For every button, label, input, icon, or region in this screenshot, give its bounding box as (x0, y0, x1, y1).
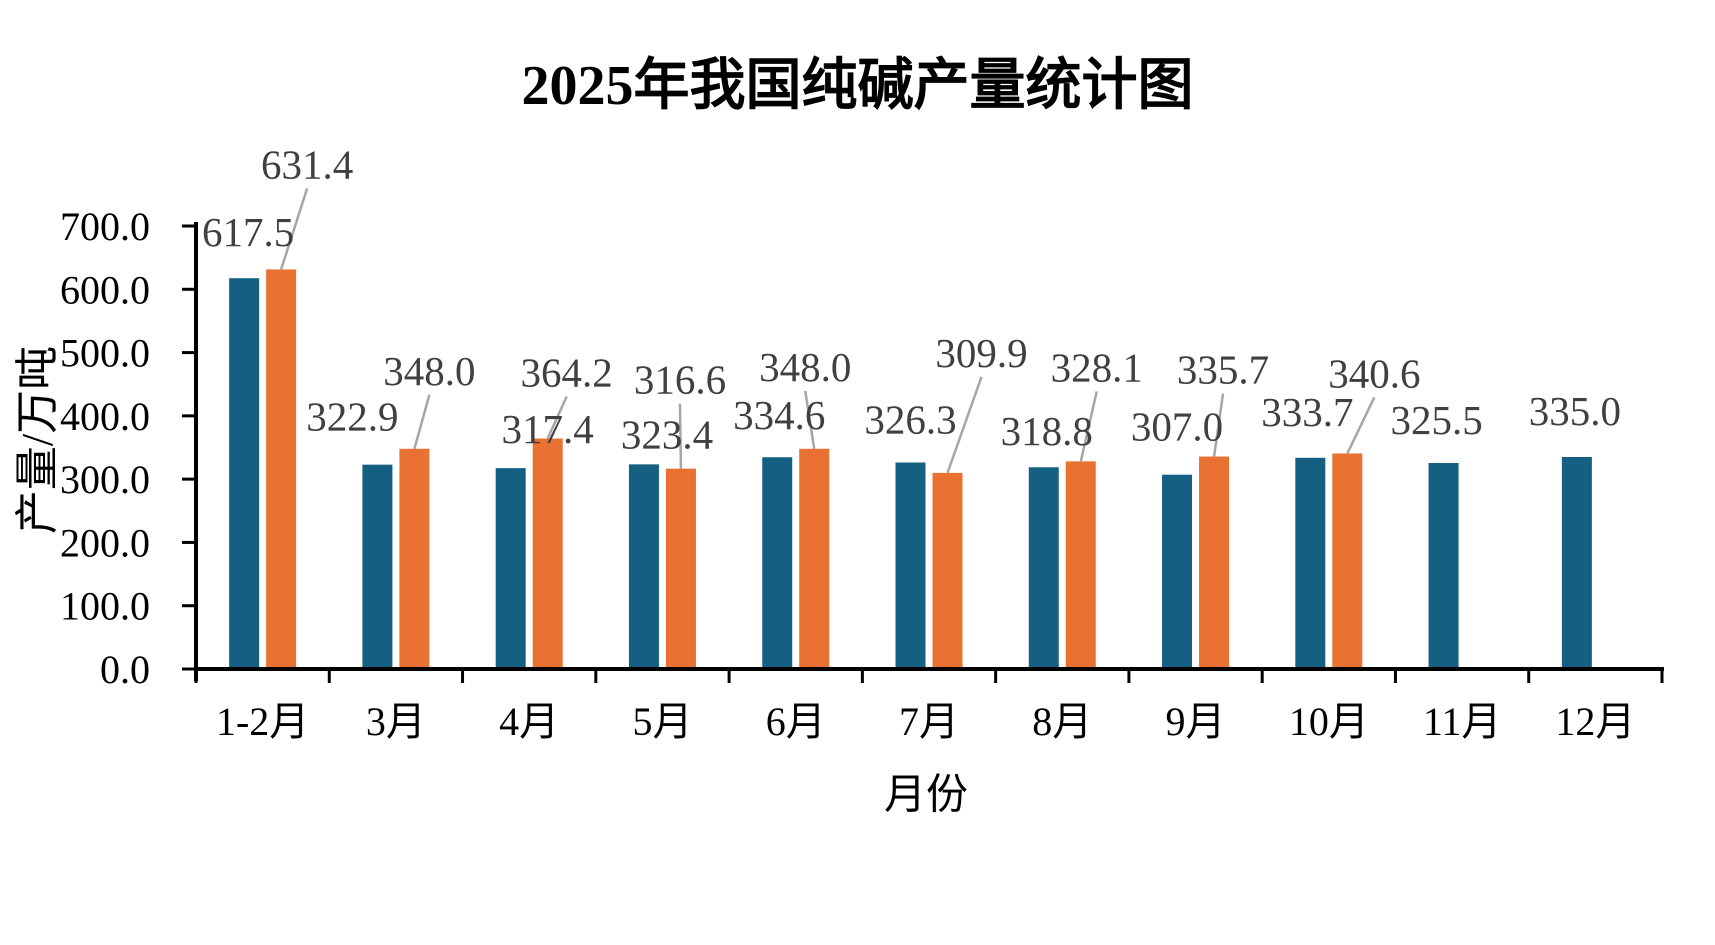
y-axis-title: 产量/万吨 (13, 345, 62, 535)
data-label-orange: 316.6 (634, 357, 726, 403)
x-tick-label: 7月 (899, 699, 959, 744)
data-label-blue: 335.0 (1529, 388, 1621, 434)
y-tick-label: 0.0 (100, 647, 150, 692)
y-tick-label: 100.0 (60, 584, 150, 629)
y-tick-label: 500.0 (60, 331, 150, 376)
bar-blue-series (1162, 474, 1193, 669)
data-label-blue: 326.3 (864, 396, 956, 442)
x-tick-label: 1-2月 (216, 699, 309, 744)
x-tick-label: 11月 (1423, 699, 1502, 744)
bar-blue-series (1028, 467, 1059, 669)
data-label-orange: 364.2 (521, 350, 613, 396)
bar-orange-series (932, 472, 963, 669)
leader-line (946, 376, 983, 474)
data-label-orange: 335.7 (1177, 347, 1269, 393)
data-label-orange: 340.6 (1328, 350, 1420, 396)
y-tick-label: 300.0 (60, 457, 150, 502)
x-axis-title: 月份 (883, 772, 969, 819)
y-tick-label: 700.0 (60, 204, 150, 249)
bar-orange-series (665, 468, 696, 669)
bar-blue-series (895, 462, 926, 669)
x-tick-label: 4月 (499, 699, 559, 744)
data-label-blue: 317.4 (502, 406, 594, 452)
bar-blue-series (1428, 463, 1459, 669)
bar-blue-series (1295, 457, 1326, 669)
bar-orange-series (266, 269, 297, 669)
data-label-blue: 333.7 (1261, 389, 1353, 435)
data-label-orange: 328.1 (1051, 344, 1143, 390)
bar-blue-series (495, 468, 526, 669)
y-tick-label: 600.0 (60, 267, 150, 312)
chart-title: 2025年我国纯碱产量统计图 (521, 55, 1194, 117)
x-tick-label: 3月 (366, 699, 426, 744)
data-label-blue: 307.0 (1131, 404, 1223, 450)
bar-orange-series (799, 448, 830, 669)
leader-line (678, 403, 683, 469)
leader-line (279, 188, 309, 270)
leader-line (413, 394, 431, 450)
bar-blue-series (362, 464, 393, 669)
x-tick-label: 5月 (632, 699, 692, 744)
bar-orange-series (532, 438, 563, 669)
leader-line (546, 395, 568, 440)
bar-blue-series (762, 457, 793, 669)
bar-orange-series (399, 448, 430, 669)
bar-orange-series (1065, 461, 1096, 669)
data-label-blue: 334.6 (733, 392, 825, 438)
x-tick-label: 9月 (1166, 699, 1226, 744)
data-label-orange: 309.9 (935, 330, 1027, 376)
data-label-blue: 322.9 (306, 394, 398, 440)
bar-blue-series (229, 278, 260, 669)
y-tick-label: 200.0 (60, 520, 150, 565)
bar-orange-series (1332, 453, 1363, 669)
bar-blue-series (1561, 456, 1592, 669)
data-label-orange: 631.4 (261, 141, 353, 187)
data-label-blue: 325.5 (1390, 397, 1482, 443)
y-tick-label: 400.0 (60, 394, 150, 439)
data-label-blue: 323.4 (621, 411, 713, 457)
data-label-orange: 348.0 (383, 348, 475, 394)
x-tick-label: 12月 (1555, 699, 1635, 744)
x-tick-label: 8月 (1032, 699, 1092, 744)
leader-line (1079, 391, 1098, 462)
x-tick-label: 6月 (766, 699, 826, 744)
bar-blue-series (628, 464, 659, 669)
data-label-blue: 318.8 (1001, 408, 1093, 454)
data-label-blue: 617.5 (202, 209, 294, 255)
x-tick-label: 10月 (1289, 699, 1369, 744)
leader-line (1346, 396, 1376, 454)
leader-line (1212, 393, 1225, 457)
data-label-orange: 348.0 (759, 344, 851, 390)
leader-line (803, 390, 816, 449)
bar-orange-series (1199, 456, 1230, 669)
